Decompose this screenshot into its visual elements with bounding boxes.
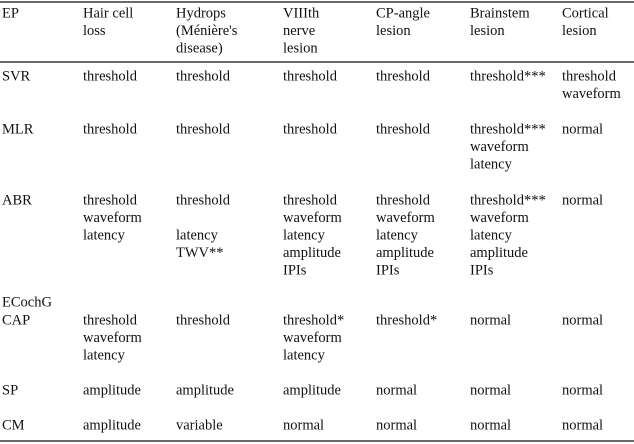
cell-text: threshold xyxy=(83,121,138,137)
row-label: MLR xyxy=(2,121,34,137)
cell-text: threshold* xyxy=(376,312,437,328)
cell-text: amplitude xyxy=(83,417,141,433)
cell-text: amplitude xyxy=(283,245,341,261)
cell-text: TWV** xyxy=(176,245,224,261)
cell-text: latency xyxy=(470,227,513,243)
cell-text: waveform xyxy=(562,86,622,102)
cell-text: amplitude xyxy=(83,382,141,398)
row-label: ABR xyxy=(2,192,32,208)
cell-text: threshold xyxy=(83,68,138,84)
cell-text: latency xyxy=(176,227,219,243)
cell-text: amplitude xyxy=(176,382,234,398)
cell-text: threshold xyxy=(283,121,338,137)
cell-text: normal xyxy=(562,382,603,398)
cell-text: threshold xyxy=(176,312,231,328)
cell-text: waveform xyxy=(83,210,143,226)
cell-text: waveform xyxy=(470,210,530,226)
cell-text: threshold xyxy=(562,68,617,84)
row-label: CM xyxy=(2,417,25,433)
cell-text: latency xyxy=(83,227,126,243)
cell-text: threshold xyxy=(176,192,231,208)
cell-text: normal xyxy=(283,417,324,433)
row-label: CAP xyxy=(2,312,30,328)
cell-text: IPIs xyxy=(376,262,400,278)
cell-text: threshold*** xyxy=(470,121,546,137)
cell-text: threshold xyxy=(376,68,431,84)
header-text: (Ménière's xyxy=(176,23,238,39)
cell-text: normal xyxy=(562,417,603,433)
cell-text: threshold*** xyxy=(470,68,546,84)
header-text: Brainstem xyxy=(470,5,530,21)
header-text: Hydrops xyxy=(176,5,226,21)
row-label: ECochG xyxy=(2,294,52,310)
cell-text: normal xyxy=(562,121,603,137)
header-text: lesion xyxy=(562,23,597,39)
cell-text: latency xyxy=(283,227,326,243)
cell-text: threshold xyxy=(83,312,138,328)
cell-text: waveform xyxy=(283,210,343,226)
header-text: lesion xyxy=(470,23,505,39)
cell-text: normal xyxy=(470,312,511,328)
cell-text: IPIs xyxy=(470,262,494,278)
header-text: CP-angle xyxy=(376,5,430,21)
cell-text: latency xyxy=(470,156,513,172)
header-text: lesion xyxy=(376,23,411,39)
cell-text: latency xyxy=(376,227,419,243)
cell-text: waveform xyxy=(283,330,343,346)
cell-text: threshold xyxy=(283,68,338,84)
header-text: nerve xyxy=(283,23,315,39)
cell-text: amplitude xyxy=(470,245,528,261)
cell-text: amplitude xyxy=(283,382,341,398)
header-text: Cortical xyxy=(562,5,609,21)
cell-text: normal xyxy=(470,417,511,433)
cell-text: latency xyxy=(283,347,326,363)
cell-text: normal xyxy=(562,192,603,208)
cell-text: threshold xyxy=(176,121,231,137)
cell-text: normal xyxy=(376,382,417,398)
header-text: disease) xyxy=(176,40,223,56)
cell-text: threshold xyxy=(376,192,431,208)
cell-text: normal xyxy=(562,312,603,328)
cell-text: threshold xyxy=(176,68,231,84)
header-text: EP xyxy=(2,5,19,21)
cell-text: waveform xyxy=(83,330,143,346)
cell-text: latency xyxy=(83,347,126,363)
cell-text: normal xyxy=(470,382,511,398)
cell-text: variable xyxy=(176,417,223,433)
header-text: loss xyxy=(83,23,106,39)
cell-text: threshold xyxy=(376,121,431,137)
cell-text: threshold*** xyxy=(470,192,546,208)
cell-text: threshold xyxy=(283,192,338,208)
row-label: SP xyxy=(2,382,18,398)
cell-text: threshold xyxy=(83,192,138,208)
cell-text: waveform xyxy=(376,210,436,226)
cell-text: IPIs xyxy=(283,262,307,278)
cell-text: waveform xyxy=(470,139,530,155)
header-text: Hair cell xyxy=(83,5,133,21)
header-text: lesion xyxy=(283,40,318,56)
cell-text: amplitude xyxy=(376,245,434,261)
cell-text: threshold* xyxy=(283,312,344,328)
header-text: VIIIth xyxy=(283,5,320,21)
cell-text: normal xyxy=(376,417,417,433)
row-label: SVR xyxy=(2,68,31,84)
